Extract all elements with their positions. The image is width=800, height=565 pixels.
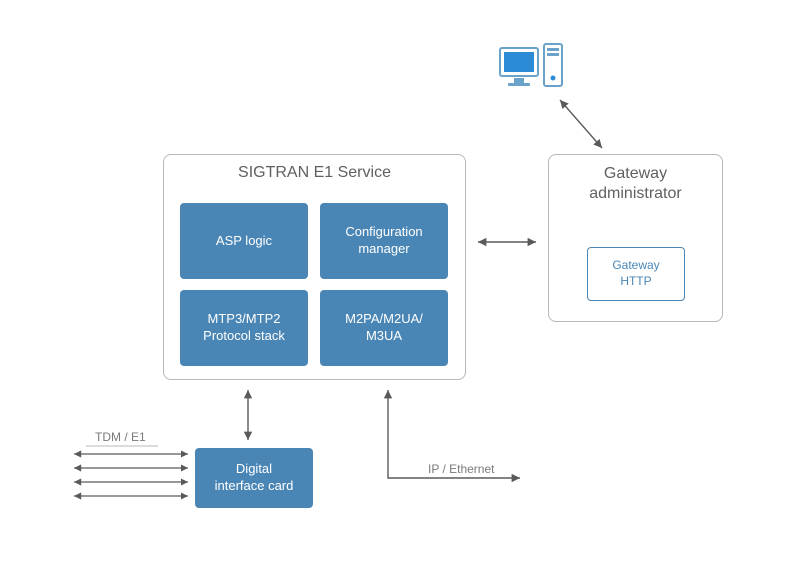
mtp-stack-line2: Protocol stack [203,328,285,343]
digital-interface-card-block: Digital interface card [195,448,313,508]
dic-line1: Digital [236,461,272,476]
mtp-stack-block: MTP3/MTP2 Protocol stack [180,290,308,366]
ip-label: IP / Ethernet [428,462,495,476]
m2pa-block: M2PA/M2UA/ M3UA [320,290,448,366]
config-manager-line1: Configuration [345,224,422,239]
config-manager-line2: manager [358,241,409,256]
dic-line2: interface card [215,478,294,493]
gateway-admin-title: Gateway administrator [548,164,723,204]
m2pa-line2: M3UA [366,328,402,343]
m2pa-line1: M2PA/M2UA/ [345,311,423,326]
asp-logic-label: ASP logic [216,233,272,250]
tdm-label: TDM / E1 [95,430,146,444]
gateway-http-line2: HTTP [620,274,651,288]
arrow-gateway-pc [560,100,602,148]
computer-icon [498,42,568,96]
sigtran-title: SIGTRAN E1 Service [163,164,466,182]
mtp-stack-line1: MTP3/MTP2 [208,311,281,326]
gateway-admin-title-line1: Gateway [604,165,667,182]
gateway-http-line1: Gateway [612,258,659,272]
config-manager-block: Configuration manager [320,203,448,279]
gateway-http-block: Gateway HTTP [587,247,685,301]
asp-logic-block: ASP logic [180,203,308,279]
gateway-admin-title-line2: administrator [589,185,681,202]
